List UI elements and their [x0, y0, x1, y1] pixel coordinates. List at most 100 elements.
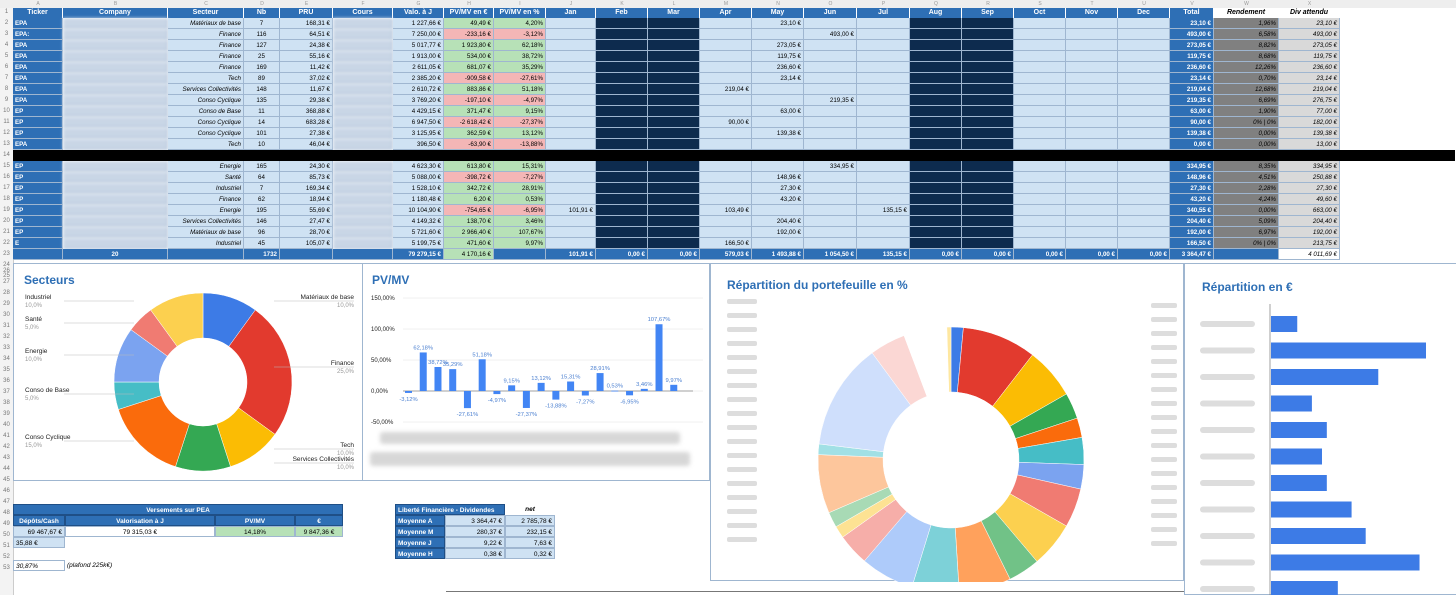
- column-letter[interactable]: N: [776, 1, 780, 7]
- pvmv-data-label[interactable]: 38,72%: [428, 360, 448, 366]
- row-number[interactable]: 41: [3, 433, 10, 439]
- sector-label[interactable]: Services Collectivités: [293, 456, 355, 463]
- valorisation-value[interactable]: 79 315,03 €: [65, 526, 215, 537]
- nb-cell[interactable]: 127: [244, 40, 280, 51]
- pv-euro-cell[interactable]: 534,00 €: [444, 51, 494, 62]
- pru-cell[interactable]: 85,73 €: [280, 172, 333, 183]
- month-cell-oct[interactable]: [1014, 84, 1066, 95]
- secteurs-chart-panel[interactable]: Secteurs Industriel 10,0% Santé 5,0% Energie…: [13, 263, 363, 481]
- month-cell-jul[interactable]: [857, 161, 910, 172]
- month-cell-mar[interactable]: [648, 161, 700, 172]
- pru-cell[interactable]: 11,67 €: [280, 84, 333, 95]
- blurred-axis-label[interactable]: [1200, 559, 1255, 566]
- sector-pct[interactable]: 5,0%: [25, 396, 39, 402]
- row-number[interactable]: 49: [3, 521, 10, 527]
- repartition-eur-bar[interactable]: [1271, 528, 1366, 544]
- blurred-legend[interactable]: [727, 509, 757, 514]
- div-attendu-cell[interactable]: 334,95 €: [1279, 161, 1340, 172]
- pv-percent-cell[interactable]: -27,61%: [494, 73, 546, 84]
- pru-cell[interactable]: 18,94 €: [280, 194, 333, 205]
- month-cell-jun[interactable]: [804, 128, 857, 139]
- rendement-cell[interactable]: 8,82%: [1214, 40, 1279, 51]
- month-cell-may[interactable]: [752, 29, 804, 40]
- month-cell-nov[interactable]: [1066, 106, 1118, 117]
- month-cell-mar[interactable]: [648, 216, 700, 227]
- sector-cell[interactable]: Finance: [168, 51, 244, 62]
- month-cell-jan[interactable]: [546, 51, 596, 62]
- month-cell-may[interactable]: [752, 205, 804, 216]
- month-cell-mar[interactable]: [648, 106, 700, 117]
- pvmv-data-label[interactable]: 3,46%: [636, 382, 652, 388]
- month-cell-apr[interactable]: [700, 62, 752, 73]
- ticker-cell[interactable]: EPA: [13, 62, 63, 73]
- month-cell-sep[interactable]: [962, 84, 1014, 95]
- sector-cell[interactable]: Finance: [168, 194, 244, 205]
- month-cell-feb[interactable]: [596, 117, 648, 128]
- month-cell-sep[interactable]: [962, 194, 1014, 205]
- blurred-axis-label[interactable]: [1200, 321, 1255, 327]
- pvmv-percent-value[interactable]: 14,18%: [215, 526, 295, 537]
- month-cell-sep[interactable]: [962, 18, 1014, 29]
- div-attendu-cell[interactable]: 663,00 €: [1279, 205, 1340, 216]
- month-cell-aug[interactable]: [910, 117, 962, 128]
- month-cell-jul[interactable]: [857, 29, 910, 40]
- month-cell-apr[interactable]: [700, 106, 752, 117]
- row-number[interactable]: 1: [4, 9, 9, 15]
- sector-label[interactable]: Industriel: [25, 294, 52, 301]
- pv-euro-cell[interactable]: 6,20 €: [444, 194, 494, 205]
- month-cell-jul[interactable]: [857, 62, 910, 73]
- rendement-cell[interactable]: 0,00%: [1214, 205, 1279, 216]
- month-cell-apr[interactable]: 166,50 €: [700, 238, 752, 249]
- row-number[interactable]: 12: [3, 130, 10, 136]
- column-letter[interactable]: O: [828, 1, 833, 7]
- blurred-legend[interactable]: [727, 495, 757, 500]
- div-attendu-cell[interactable]: 493,00 €: [1279, 29, 1340, 40]
- month-cell-dec[interactable]: [1118, 161, 1170, 172]
- month-cell-jan[interactable]: 101,91 €: [546, 205, 596, 216]
- sector-pct[interactable]: 5,0%: [25, 325, 39, 331]
- month-cell-may[interactable]: [752, 161, 804, 172]
- company-cell[interactable]: [63, 117, 168, 128]
- cours-cell[interactable]: [333, 95, 393, 106]
- total-cell[interactable]: 219,04 €: [1170, 84, 1214, 95]
- cash-value[interactable]: 35,88 €: [13, 537, 65, 548]
- column-letter[interactable]: E: [304, 1, 309, 7]
- footer-cell[interactable]: 0,00 €: [1066, 249, 1118, 260]
- blurred-legend[interactable]: [727, 425, 757, 430]
- column-letter[interactable]: V: [1190, 1, 1194, 7]
- month-cell-dec[interactable]: [1118, 106, 1170, 117]
- month-cell-feb[interactable]: [596, 238, 648, 249]
- repartition-eur-panel[interactable]: Répartition en €: [1184, 263, 1456, 595]
- month-cell-jun[interactable]: [804, 84, 857, 95]
- cours-cell[interactable]: [333, 194, 393, 205]
- column-letter[interactable]: F: [361, 1, 365, 7]
- month-cell-apr[interactable]: [700, 227, 752, 238]
- rendement-cell[interactable]: 0,00%: [1214, 139, 1279, 150]
- month-cell-sep[interactable]: [962, 51, 1014, 62]
- month-cell-oct[interactable]: [1014, 18, 1066, 29]
- pru-cell[interactable]: 168,31 €: [280, 18, 333, 29]
- valo-cell[interactable]: 3 125,95 €: [393, 128, 444, 139]
- row-number[interactable]: 8: [4, 86, 9, 92]
- liberte-net[interactable]: 232,15 €: [505, 526, 555, 537]
- month-cell-may[interactable]: [752, 84, 804, 95]
- sector-slice[interactable]: [150, 292, 204, 347]
- pvmv-data-label[interactable]: -27,61%: [457, 412, 479, 418]
- blurred-legend[interactable]: [1151, 359, 1177, 364]
- rendement-cell[interactable]: 6,97%: [1214, 227, 1279, 238]
- blurred-axis-label[interactable]: [1200, 533, 1255, 539]
- div-attendu-cell[interactable]: 276,75 €: [1279, 95, 1340, 106]
- company-cell[interactable]: [63, 106, 168, 117]
- sector-label[interactable]: Conso de Base: [25, 387, 70, 394]
- rendement-cell[interactable]: 2,28%: [1214, 183, 1279, 194]
- total-cell[interactable]: 340,55 €: [1170, 205, 1214, 216]
- pv-percent-cell[interactable]: -6,95%: [494, 205, 546, 216]
- total-cell[interactable]: 119,75 €: [1170, 51, 1214, 62]
- pvmv-data-label[interactable]: 62,18%: [413, 345, 433, 351]
- month-cell-jul[interactable]: [857, 216, 910, 227]
- month-cell-jul[interactable]: 135,15 €: [857, 205, 910, 216]
- total-cell[interactable]: 493,00 €: [1170, 29, 1214, 40]
- month-cell-oct[interactable]: [1014, 128, 1066, 139]
- rendement-cell[interactable]: 5,09%: [1214, 216, 1279, 227]
